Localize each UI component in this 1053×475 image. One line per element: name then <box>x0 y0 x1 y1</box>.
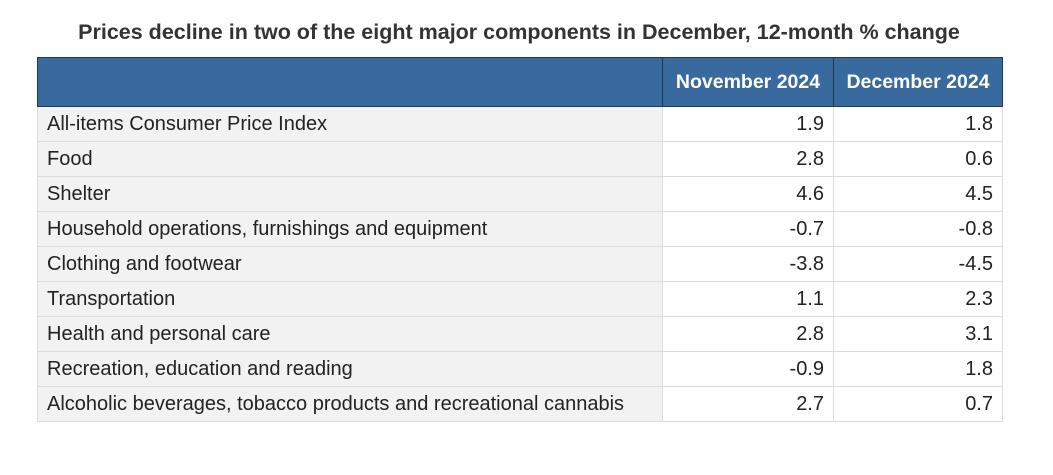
row-label: All-items Consumer Price Index <box>37 106 663 142</box>
value-cell: 2.7 <box>662 386 834 422</box>
table-title: Prices decline in two of the eight major… <box>78 20 960 44</box>
value-cell: 4.6 <box>662 176 834 212</box>
table-row: All-items Consumer Price Index 1.9 1.8 <box>37 106 1003 142</box>
value-cell: -4.5 <box>833 246 1003 282</box>
row-label: Food <box>37 141 663 177</box>
value-cell: -0.7 <box>662 211 834 247</box>
value-cell: 4.5 <box>833 176 1003 212</box>
row-label: Clothing and footwear <box>37 246 663 282</box>
table-row: Transportation 1.1 2.3 <box>37 281 1003 317</box>
value-cell: -0.9 <box>662 351 834 387</box>
table-row: Shelter 4.6 4.5 <box>37 176 1003 212</box>
table-body: All-items Consumer Price Index 1.9 1.8 Food… <box>37 106 1003 422</box>
value-cell: -0.8 <box>833 211 1003 247</box>
value-cell: 2.8 <box>662 316 834 352</box>
value-cell: 3.1 <box>833 316 1003 352</box>
value-cell: 1.9 <box>662 106 834 142</box>
value-cell: 1.8 <box>833 351 1003 387</box>
table-row: Household operations, furnishings and eq… <box>37 211 1003 247</box>
value-cell: 1.1 <box>662 281 834 317</box>
table-row: Food 2.8 0.6 <box>37 141 1003 177</box>
value-cell: 2.8 <box>662 141 834 177</box>
row-label: Health and personal care <box>37 316 663 352</box>
row-label: Shelter <box>37 176 663 212</box>
table-row: Recreation, education and reading -0.9 1.8 <box>37 351 1003 387</box>
row-label: Household operations, furnishings and eq… <box>37 211 663 247</box>
header-row: November 2024 December 2024 <box>37 57 1003 107</box>
row-label: Recreation, education and reading <box>37 351 663 387</box>
row-label: Alcoholic beverages, tobacco products an… <box>37 386 663 422</box>
table-row: Health and personal care 2.8 3.1 <box>37 316 1003 352</box>
value-cell: 2.3 <box>833 281 1003 317</box>
value-cell: 0.7 <box>833 386 1003 422</box>
column-header: November 2024 <box>662 57 834 107</box>
row-label: Transportation <box>37 281 663 317</box>
header-cell <box>37 57 663 107</box>
data-table: November 2024 December 2024 All-items Co… <box>37 57 1003 422</box>
table-row: Clothing and footwear -3.8 -4.5 <box>37 246 1003 282</box>
column-header: December 2024 <box>833 57 1003 107</box>
value-cell: 0.6 <box>833 141 1003 177</box>
value-cell: 1.8 <box>833 106 1003 142</box>
value-cell: -3.8 <box>662 246 834 282</box>
table-row: Alcoholic beverages, tobacco products an… <box>37 386 1003 422</box>
